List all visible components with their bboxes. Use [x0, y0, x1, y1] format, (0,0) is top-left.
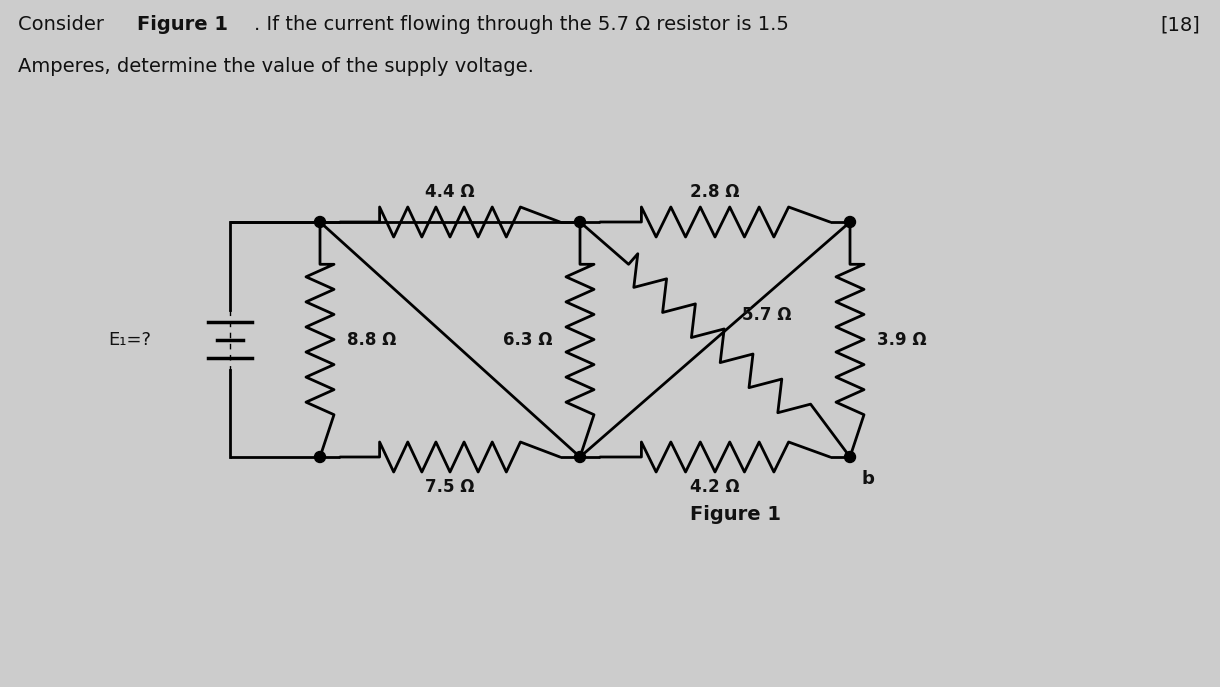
Text: Consider: Consider	[18, 15, 110, 34]
Text: . If the current flowing through the 5.7 Ω resistor is 1.5: . If the current flowing through the 5.7…	[255, 15, 789, 34]
Text: 6.3 Ω: 6.3 Ω	[503, 330, 553, 348]
Text: b: b	[861, 470, 875, 488]
Circle shape	[575, 451, 586, 462]
Circle shape	[844, 451, 855, 462]
Text: 2.8 Ω: 2.8 Ω	[691, 183, 739, 201]
Text: E₁=?: E₁=?	[109, 330, 151, 348]
Circle shape	[315, 216, 326, 227]
Text: Figure 1: Figure 1	[137, 15, 228, 34]
Text: 4.4 Ω: 4.4 Ω	[426, 183, 475, 201]
Text: 8.8 Ω: 8.8 Ω	[348, 330, 396, 348]
Text: Amperes, determine the value of the supply voltage.: Amperes, determine the value of the supp…	[18, 57, 534, 76]
Text: Figure 1: Figure 1	[689, 506, 781, 524]
Text: 7.5 Ω: 7.5 Ω	[426, 478, 475, 496]
Circle shape	[844, 216, 855, 227]
Circle shape	[575, 216, 586, 227]
Text: 4.2 Ω: 4.2 Ω	[691, 478, 739, 496]
Circle shape	[315, 451, 326, 462]
Text: 3.9 Ω: 3.9 Ω	[877, 330, 927, 348]
Text: 5.7 Ω: 5.7 Ω	[742, 306, 792, 324]
Text: [18]: [18]	[1160, 15, 1200, 34]
